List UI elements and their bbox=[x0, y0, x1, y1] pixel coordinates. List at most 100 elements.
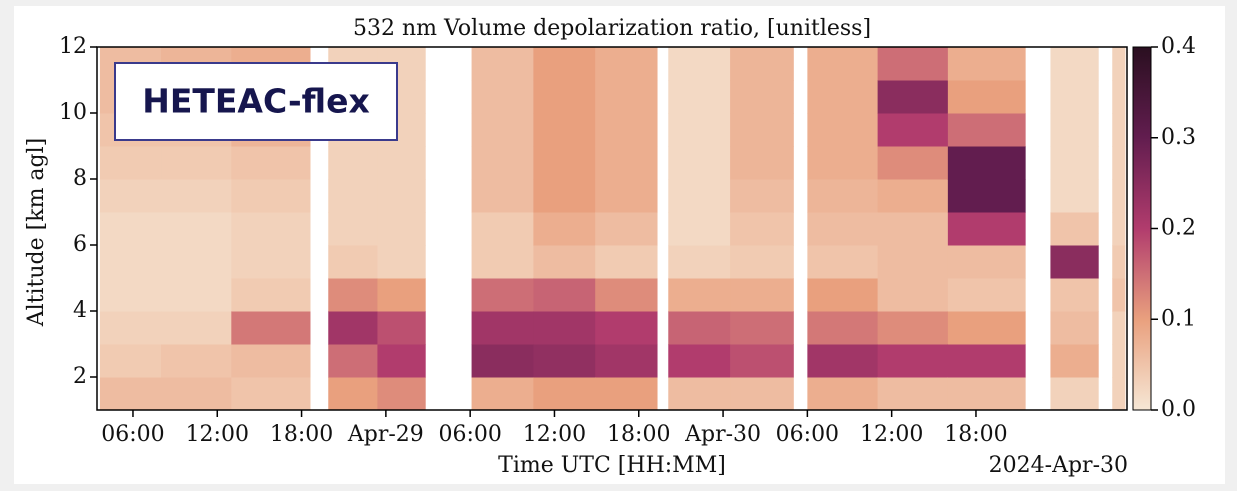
heatmap-cell bbox=[533, 245, 596, 279]
heatmap-cell bbox=[1112, 311, 1126, 345]
heatmap-cell bbox=[377, 212, 426, 246]
x-tick-label: Apr-30 bbox=[684, 422, 761, 447]
heatmap-cell bbox=[1112, 80, 1126, 114]
heatmap-cell bbox=[161, 212, 232, 246]
heatmap-cell bbox=[377, 344, 426, 378]
heatmap-cell bbox=[807, 245, 879, 279]
heatmap-cell bbox=[161, 278, 232, 312]
heatmap-cell bbox=[1112, 146, 1126, 180]
heatmap-cell bbox=[99, 212, 162, 246]
heatmap-cell bbox=[595, 80, 658, 114]
heatmap-cell bbox=[807, 377, 879, 411]
x-tick-label: 18:00 bbox=[607, 422, 670, 447]
heatmap-cell bbox=[377, 278, 426, 312]
heatmap-cell bbox=[377, 377, 426, 411]
heatmap-cell bbox=[533, 80, 596, 114]
heatmap-cell bbox=[533, 212, 596, 246]
heatmap-cell bbox=[377, 311, 426, 345]
heatmap-cell bbox=[533, 179, 596, 213]
heatmap-cell bbox=[730, 80, 794, 114]
heatmap-cell bbox=[161, 377, 232, 411]
heatmap-cell bbox=[730, 344, 794, 378]
heatmap-cell bbox=[730, 179, 794, 213]
heatmap-cell bbox=[668, 311, 731, 345]
heatmap-cell bbox=[99, 146, 162, 180]
heatmap-cell bbox=[471, 113, 534, 147]
heatmap-cell bbox=[1050, 278, 1099, 312]
heatmap-cell bbox=[328, 278, 378, 312]
heatmap-cell bbox=[947, 47, 1026, 81]
heatmap-cell bbox=[471, 146, 534, 180]
heatmap-cell bbox=[1112, 278, 1126, 312]
heatmap-cell bbox=[807, 146, 879, 180]
heatmap-cell bbox=[807, 278, 879, 312]
heatmap-cell bbox=[471, 377, 534, 411]
heatmap-cell bbox=[161, 344, 232, 378]
heatmap-cell bbox=[1112, 179, 1126, 213]
heatmap-cell bbox=[877, 113, 949, 147]
colorbar-tick-label: 0.1 bbox=[1161, 306, 1196, 331]
heatmap-cell bbox=[533, 47, 596, 81]
heatmap-cell bbox=[231, 212, 311, 246]
heatmap-cell bbox=[668, 113, 731, 147]
y-tick-label: 10 bbox=[59, 100, 87, 125]
x-tick-label: 18:00 bbox=[270, 422, 333, 447]
heatmap-cell bbox=[595, 212, 658, 246]
plot-frame bbox=[96, 46, 1128, 411]
y-tick-label: 12 bbox=[59, 34, 87, 59]
heatmap-cell bbox=[161, 311, 232, 345]
annotation-box bbox=[114, 62, 398, 141]
heatmap-cell bbox=[807, 113, 879, 147]
heatmap-cell bbox=[1050, 377, 1099, 411]
heatmap-cell bbox=[668, 245, 731, 279]
heatmap-cell bbox=[595, 278, 658, 312]
heatmap-cell bbox=[471, 212, 534, 246]
colorbar-tick-label: 0.0 bbox=[1161, 397, 1196, 422]
heatmap-cell bbox=[730, 377, 794, 411]
heatmap-cell bbox=[730, 212, 794, 246]
heatmap-cell bbox=[99, 278, 162, 312]
y-axis-label: Altitude [km agl] bbox=[24, 138, 49, 328]
heatmap-cell bbox=[595, 179, 658, 213]
heatmap-cell bbox=[533, 113, 596, 147]
y-tick-label: 2 bbox=[73, 364, 87, 389]
heatmap-cell bbox=[668, 212, 731, 246]
heatmap-cell bbox=[877, 80, 949, 114]
heatmap-cell bbox=[377, 146, 426, 180]
heatmap-cell bbox=[730, 113, 794, 147]
heatmap-cell bbox=[161, 179, 232, 213]
heatmap-cell bbox=[99, 245, 162, 279]
heatmap-cell bbox=[231, 311, 311, 345]
heatmap-cell bbox=[471, 344, 534, 378]
y-tick-label: 6 bbox=[73, 232, 87, 257]
heatmap-cell bbox=[99, 344, 162, 378]
heatmap-cell bbox=[668, 377, 731, 411]
heatmap-cell bbox=[1112, 245, 1126, 279]
heatmap-cell bbox=[668, 344, 731, 378]
heatmap-cell bbox=[471, 311, 534, 345]
heatmap-cell bbox=[947, 311, 1026, 345]
heatmap-cell bbox=[1050, 146, 1099, 180]
x-tick-label: Apr-29 bbox=[347, 422, 424, 447]
heatmap-cell bbox=[807, 47, 879, 81]
y-tick-label: 4 bbox=[73, 298, 87, 323]
heatmap-cell bbox=[231, 245, 311, 279]
heatmap-cell bbox=[1050, 245, 1099, 279]
heatmap-cell bbox=[668, 80, 731, 114]
colorbar bbox=[1132, 46, 1152, 411]
heatmap-cell bbox=[877, 344, 949, 378]
heatmap-cell bbox=[595, 113, 658, 147]
colorbar-tick-label: 0.4 bbox=[1161, 34, 1196, 59]
heatmap-cell bbox=[377, 179, 426, 213]
heatmap-cell bbox=[1112, 212, 1126, 246]
heatmap-cell bbox=[471, 278, 534, 312]
heatmap-cell bbox=[1112, 344, 1126, 378]
heatmap-cell bbox=[471, 179, 534, 213]
heatmap-cell bbox=[668, 146, 731, 180]
heatmap-cell bbox=[668, 179, 731, 213]
heatmap-cell bbox=[328, 212, 378, 246]
heatmap-cell bbox=[947, 377, 1026, 411]
heatmap-cell bbox=[877, 245, 949, 279]
heatmap-cell bbox=[877, 179, 949, 213]
heatmap-cell bbox=[161, 245, 232, 279]
